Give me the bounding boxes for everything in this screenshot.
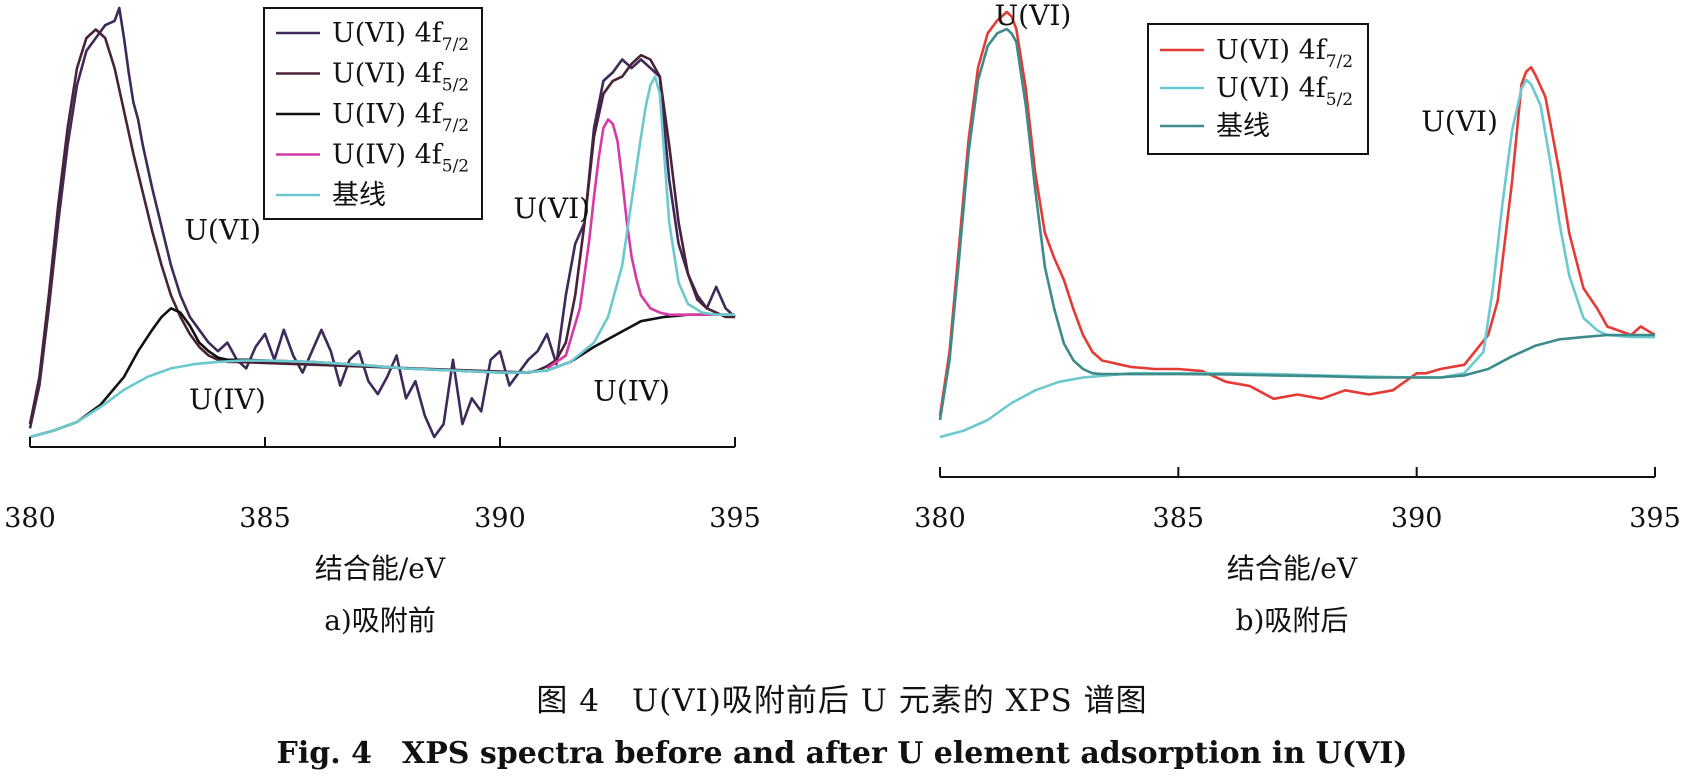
panel-a-series-line-4	[546, 118, 735, 370]
x-tick-label: 385	[239, 503, 291, 534]
panel-a-chart: 380 385 390 395 结合能/eV a)吸附前 U(VI)U(IV)U(VI…	[4, 6, 761, 637]
caption-english: Fig. 4 XPS spectra before and after U el…	[277, 736, 1408, 771]
x-tick-label: 390	[1391, 503, 1443, 534]
peak-annotation: U(IV)	[593, 375, 670, 408]
panel-b-plot-area	[938, 10, 1656, 439]
panel-a-x-axis-label: 结合能/eV	[315, 552, 446, 585]
legend-entry-label: 基线	[1216, 111, 1270, 142]
panel-a-annotations: U(VI) U(IV) U(VI) U(IV)	[184, 192, 670, 416]
panel-b-series-line-3	[938, 27, 1655, 421]
x-tick-label: 385	[1153, 503, 1205, 534]
panel-a-series-line-5	[29, 75, 735, 439]
panel-a-plot-area	[28, 6, 736, 439]
panel-b-annotations: U(VI) U(VI)	[995, 0, 1498, 138]
peak-annotation: U(VI)	[513, 192, 590, 225]
panel-a-x-ticks: 380 385 390 395	[4, 437, 761, 534]
x-tick-label: 390	[474, 503, 526, 534]
panel-b-legend: U(VI) 4f7/2U(VI) 4f5/2基线	[1147, 23, 1369, 155]
panel-a-series-line-1	[28, 6, 736, 439]
panel-b-x-axis-label: 结合能/eV	[1227, 552, 1358, 585]
x-tick-label: 395	[1629, 503, 1681, 534]
panel-a-legend: U(VI) 4f7/2U(VI) 4f5/2U(IV) 4f7/2U(IV) 4…	[263, 7, 483, 220]
x-tick-label: 380	[914, 503, 966, 534]
panel-b-chart: 380 385 390 395 结合能/eV b)吸附后 U(VI) U(VI) U(V…	[914, 0, 1681, 637]
panel-a-label: a)吸附前	[324, 604, 436, 637]
panel-b-series-line-1	[938, 10, 1656, 416]
panel-a-series-line-3	[29, 307, 735, 439]
legend-entry-label: 基线	[332, 180, 386, 211]
peak-annotation: U(VI)	[1421, 105, 1498, 138]
peak-annotation: U(IV)	[189, 383, 266, 416]
panel-b-label: b)吸附后	[1236, 604, 1349, 637]
peak-annotation: U(VI)	[995, 0, 1072, 32]
panel-a-legend-box	[263, 7, 483, 220]
panel-b-series-line-2	[939, 78, 1655, 439]
x-tick-label: 395	[709, 503, 761, 534]
caption-chinese: 图 4 U(VI)吸附前后 U 元素的 XPS 谱图	[536, 683, 1147, 719]
x-tick-label: 380	[4, 503, 56, 534]
panel-b-x-ticks: 380 385 390 395	[914, 467, 1681, 534]
peak-annotation: U(VI)	[184, 214, 261, 247]
